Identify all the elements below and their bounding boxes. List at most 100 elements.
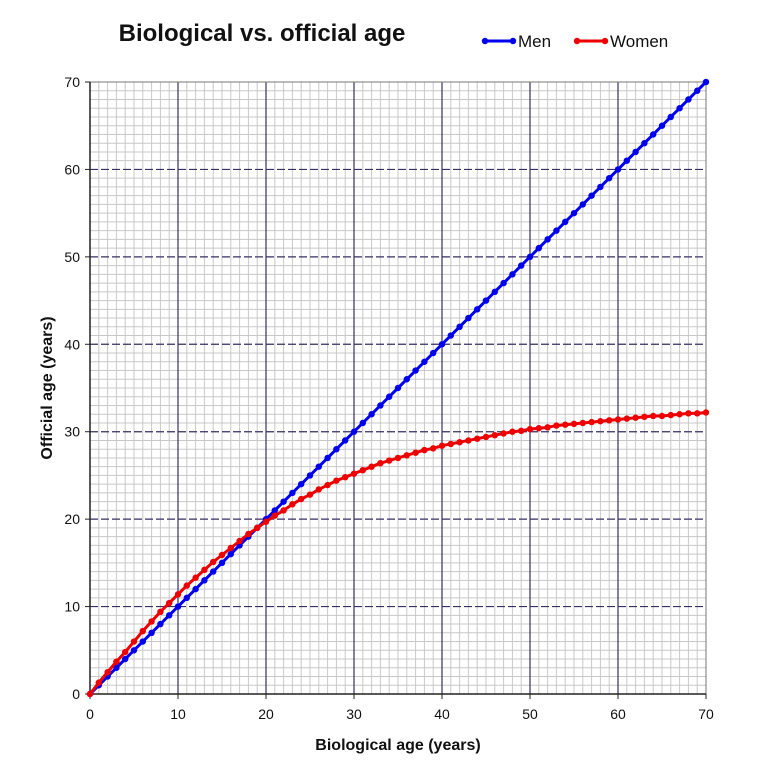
data-point-women — [183, 582, 190, 589]
data-point-women — [342, 473, 349, 481]
data-point-men — [500, 279, 507, 287]
data-point-men — [192, 585, 199, 593]
data-point-women — [614, 416, 622, 423]
data-point-men — [386, 393, 393, 400]
y-tick-label: 50 — [64, 249, 80, 265]
data-point-men — [113, 664, 120, 671]
data-point-men — [667, 113, 674, 121]
legend-item-women: Women — [573, 32, 668, 51]
data-point-men — [658, 122, 666, 129]
data-point-men — [694, 87, 701, 94]
data-point-women — [500, 430, 507, 437]
data-point-men — [174, 603, 182, 610]
data-point-women — [623, 415, 630, 422]
data-point-women — [553, 422, 560, 429]
data-point-men — [342, 437, 349, 444]
legend: Men Women — [481, 32, 668, 51]
data-point-women — [641, 413, 648, 421]
data-point-women — [685, 410, 692, 417]
data-point-women — [368, 463, 375, 470]
series-layer — [86, 78, 710, 698]
axes: 0 10 20 30 40 50 60 70 0 10 20 30 40 50 60 70 — [64, 74, 714, 722]
data-point-women — [632, 414, 639, 421]
data-point-men — [350, 428, 358, 435]
x-tick-label: 40 — [434, 706, 450, 722]
y-tick-label: 0 — [72, 686, 80, 702]
data-point-men — [562, 218, 569, 226]
data-point-men — [289, 489, 296, 497]
legend-item-men: Men — [481, 32, 551, 51]
data-point-women — [148, 618, 155, 625]
data-point-men — [465, 314, 472, 322]
x-tick-label: 60 — [610, 706, 626, 722]
data-point-women — [157, 608, 164, 616]
data-point-men — [359, 419, 366, 427]
data-point-women — [324, 481, 331, 489]
data-point-women — [306, 491, 314, 498]
data-point-women — [509, 428, 516, 435]
data-point-women — [562, 421, 569, 428]
data-point-women — [113, 658, 120, 665]
data-point-men — [139, 638, 146, 645]
data-point-men — [456, 323, 463, 330]
data-point-men — [518, 262, 525, 269]
data-point-men — [614, 166, 622, 173]
legend-marker-women — [573, 37, 581, 45]
legend-marker-men — [481, 37, 489, 45]
data-point-women — [535, 425, 542, 432]
data-point-women — [218, 551, 226, 559]
data-point-men — [421, 358, 428, 365]
chart-title: Biological vs. official age — [119, 20, 406, 47]
data-point-men — [509, 271, 516, 278]
data-point-women — [394, 454, 402, 462]
data-point-women — [456, 439, 463, 446]
data-point-men — [579, 201, 586, 208]
y-tick-label: 20 — [64, 511, 80, 527]
x-tick-label: 0 — [86, 706, 94, 722]
data-point-men — [606, 174, 613, 182]
data-point-women — [174, 591, 182, 598]
data-point-men — [597, 183, 604, 191]
data-point-women — [667, 411, 674, 419]
x-tick-label: 10 — [170, 706, 186, 722]
legend-label-men: Men — [518, 32, 551, 51]
data-point-women — [262, 518, 270, 525]
data-point-women — [333, 477, 340, 484]
data-point-men — [482, 297, 490, 304]
data-point-men — [227, 550, 234, 558]
series-men — [86, 78, 710, 698]
data-point-women — [192, 574, 199, 581]
data-point-men — [183, 594, 190, 602]
x-tick-label: 20 — [258, 706, 274, 722]
data-point-men — [306, 472, 314, 479]
data-point-men — [324, 454, 331, 462]
data-point-women — [658, 412, 666, 420]
data-point-women — [236, 537, 243, 545]
data-point-women — [139, 627, 146, 635]
data-point-men — [641, 140, 648, 147]
data-point-women — [597, 418, 604, 425]
data-point-women — [474, 435, 481, 442]
data-point-women — [86, 690, 94, 698]
data-point-women — [421, 446, 428, 454]
data-point-men — [430, 349, 437, 357]
data-point-women — [245, 530, 252, 538]
data-point-women — [570, 420, 578, 428]
data-point-men — [491, 288, 498, 296]
data-point-men — [157, 620, 164, 628]
data-point-men — [130, 647, 138, 654]
y-axis-label: Official age (years) — [39, 316, 56, 459]
data-point-men — [280, 498, 287, 505]
data-point-women — [227, 544, 234, 552]
data-point-women — [676, 411, 683, 418]
data-point-men — [412, 367, 419, 374]
data-point-women — [606, 417, 613, 424]
data-point-women — [201, 566, 208, 574]
y-tick-label: 70 — [64, 74, 80, 90]
data-point-women — [650, 412, 657, 420]
data-point-women — [526, 425, 534, 433]
data-point-women — [702, 409, 710, 416]
data-point-women — [518, 427, 525, 435]
